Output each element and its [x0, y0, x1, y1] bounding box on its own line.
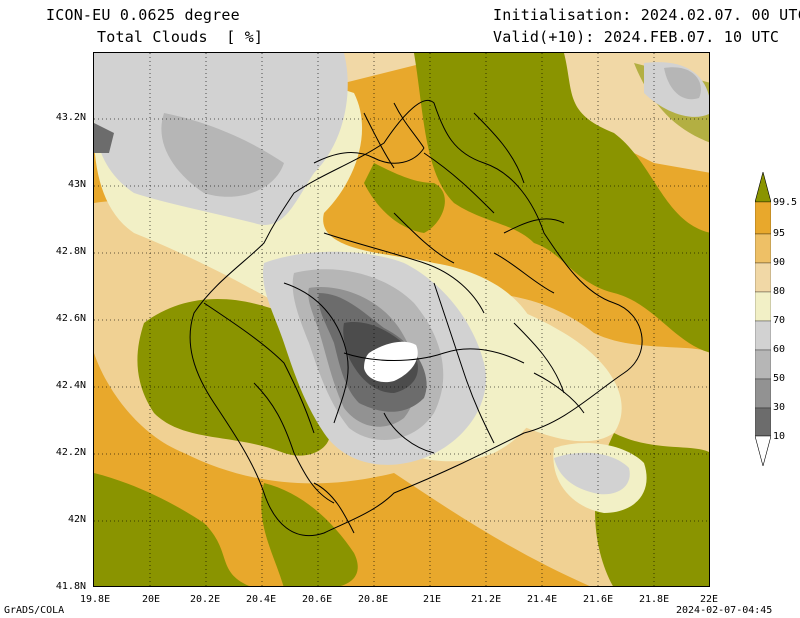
- y-tick-label: 42.8N: [55, 246, 86, 257]
- y-tick-label: 42.4N: [55, 380, 86, 391]
- colorbar-label: 10: [773, 431, 786, 442]
- colorbar-label: 60: [773, 344, 786, 355]
- colorbar: [755, 172, 771, 466]
- colorbar-label: 99.5: [773, 197, 798, 208]
- x-tick-label: 21.2E: [471, 594, 502, 605]
- y-tick-label: 43.2N: [55, 112, 86, 123]
- x-tick-label: 21.4E: [527, 594, 558, 605]
- init-time: Initialisation: 2024.02.07. 00 UTC: [493, 6, 800, 24]
- colorbar-label: 70: [773, 315, 786, 326]
- variable-title: Total Clouds [ %]: [97, 28, 264, 46]
- x-tick-label: 20.8E: [358, 594, 389, 605]
- y-tick-label: 42.2N: [55, 447, 86, 458]
- model-title: ICON-EU 0.0625 degree: [46, 6, 240, 24]
- footer-credit: GrADS/COLA: [4, 605, 65, 616]
- x-tick-label: 21E: [423, 594, 442, 605]
- y-tick-label: 42N: [67, 514, 86, 525]
- x-tick-label: 19.8E: [80, 594, 111, 605]
- y-tick-label: 43N: [67, 179, 86, 190]
- x-tick-label: 20.6E: [302, 594, 333, 605]
- x-tick-label: 22E: [700, 594, 719, 605]
- cloud-map: [93, 52, 710, 587]
- colorbar-label: 80: [773, 286, 786, 297]
- colorbar-label: 95: [773, 228, 786, 239]
- x-tick-label: 20E: [142, 594, 161, 605]
- map-canvas: [94, 53, 709, 586]
- x-tick-label: 21.8E: [639, 594, 670, 605]
- colorbar-label: 50: [773, 373, 786, 384]
- footer-timestamp: 2024-02-07-04:45: [676, 605, 773, 616]
- y-tick-label: 42.6N: [55, 313, 86, 324]
- x-tick-label: 20.4E: [246, 594, 277, 605]
- y-tick-label: 41.8N: [55, 581, 86, 592]
- colorbar-label: 90: [773, 257, 786, 268]
- colorbar-label: 30: [773, 402, 786, 413]
- valid-time: Valid(+10): 2024.FEB.07. 10 UTC: [493, 28, 780, 46]
- x-tick-label: 21.6E: [583, 594, 614, 605]
- x-tick-label: 20.2E: [190, 594, 221, 605]
